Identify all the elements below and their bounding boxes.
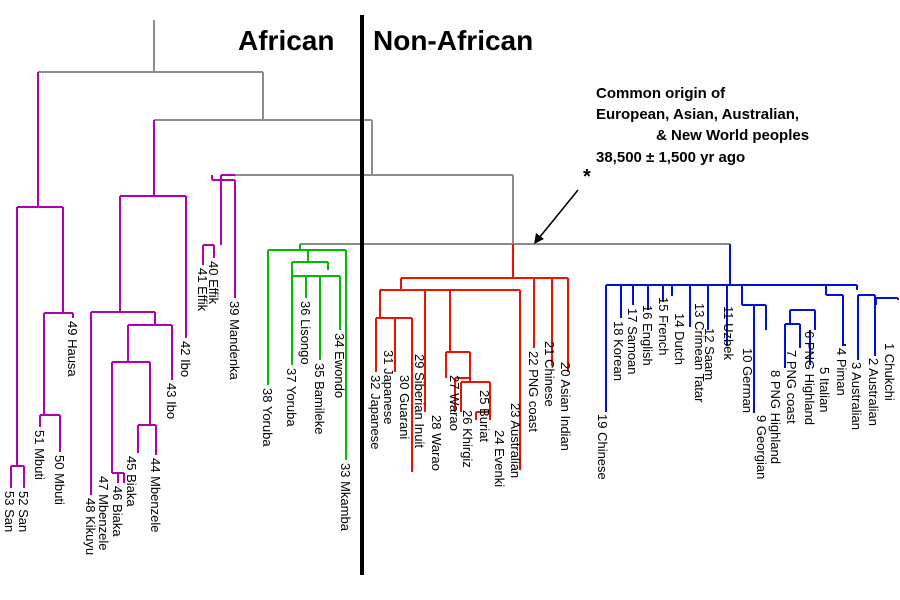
leaf-label: 1 Chukchi	[882, 343, 897, 401]
leaf-label: 26 Khirgiz	[460, 410, 475, 468]
leaf-label: 14 Dutch	[672, 313, 687, 365]
leaf-label: 6 PNG Highland	[802, 331, 817, 425]
leaf-label: 30 Guarani	[397, 375, 412, 439]
leaf-label: 21 Chinese	[542, 341, 557, 407]
leaf-label: 41 Effik	[195, 268, 210, 312]
leaf-label: 34 Ewondo	[332, 333, 347, 398]
leaf-label: 19 Chinese	[595, 414, 610, 480]
annotation-asterisk: *	[583, 166, 591, 188]
leaf-label: 32 Japanese	[368, 375, 383, 449]
leaf-label: 12 Saam	[702, 328, 717, 380]
nonafrican-blue-branches	[605, 244, 899, 413]
leaf-label: 36 Lisongo	[298, 301, 313, 365]
leaf-label: 7 PNG coast	[784, 350, 799, 424]
annotation-line-2: European, Asian, Australian,	[596, 106, 800, 123]
leaf-label: 51 Mbuti	[32, 430, 47, 480]
leaf-label: 44 Mbenzele	[148, 458, 163, 532]
leaf-label: 47 Mbenzele	[96, 476, 111, 550]
african-magenta-branches	[10, 72, 236, 495]
leaf-label: 50 Mbuti	[52, 455, 67, 505]
leaf-label: 15 French	[656, 297, 671, 356]
annotation-line-4: 38,500 ± 1,500 yr ago	[596, 149, 746, 166]
leaf-label: 40 Effik	[206, 261, 221, 305]
leaf-label: 25 Buriat	[477, 390, 492, 442]
leaf-label: 48 Kikuyu	[83, 498, 98, 555]
leaf-label: 23 Australian	[508, 403, 523, 478]
nonafrican-red-branches	[375, 244, 569, 472]
leaf-label: 31 Japanese	[381, 350, 396, 424]
leaf-label: 20 Asian Indian	[558, 362, 573, 451]
leaf-label: 13 Crimean Tatar	[692, 303, 707, 403]
leaf-label: 35 Bamileke	[312, 363, 327, 435]
leaf-label: 22 PNG coast	[526, 351, 541, 432]
leaf-label: 3 Australian	[849, 362, 864, 430]
leaf-label: 43 Ibo	[164, 383, 179, 419]
leaf-label: 9 Georgian	[754, 415, 769, 479]
leaf-label: 33 Mkamba	[338, 463, 353, 532]
annotation-arrow: *	[534, 166, 591, 244]
leaf-label: 17 Samoan	[625, 308, 640, 375]
leaf-label: 24 Evenki	[492, 430, 507, 487]
leaf-label: 29 Siberian Inuit	[412, 354, 427, 448]
leaf-label: 49 Hausa	[65, 321, 80, 377]
leaf-label: 8 PNG Highland	[768, 370, 783, 464]
leaf-label: 38 Yoruba	[260, 388, 275, 447]
leaf-label: 2 Australian	[866, 358, 881, 426]
leaf-label: 52 San	[16, 491, 31, 532]
leaf-label: 39 Mandenka	[227, 301, 242, 381]
leaf-label: 28 Warao	[429, 415, 444, 471]
nonafrican-region-label: Non-African	[373, 25, 534, 56]
leaf-label: 45 Biaka	[124, 456, 139, 507]
annotation-line-1: Common origin of	[596, 85, 726, 102]
leaf-label: 37 Yoruba	[284, 368, 299, 427]
african-green-branches	[267, 244, 347, 460]
leaf-label: 53 San	[2, 491, 17, 532]
annotation-line-3: & New World peoples	[656, 127, 810, 144]
trunk-branches	[38, 20, 730, 245]
leaf-labels: 53 San 52 San 51 Mbuti 50 Mbuti 49 Hausa…	[2, 261, 897, 555]
leaf-label: 10 German	[740, 348, 755, 413]
leaf-label: 27 Warao	[447, 375, 462, 431]
leaf-label: 16 English	[640, 305, 655, 366]
leaf-label: 5 Italian	[817, 367, 832, 413]
african-region-label: African	[238, 25, 335, 56]
leaf-label: 46 Biaka	[110, 486, 125, 537]
leaf-label: 11 Uzbek	[721, 306, 736, 360]
leaf-label: 18 Korean	[611, 321, 626, 381]
leaf-label: 42 Ibo	[178, 341, 193, 377]
leaf-label: 4 Piman	[834, 348, 849, 396]
